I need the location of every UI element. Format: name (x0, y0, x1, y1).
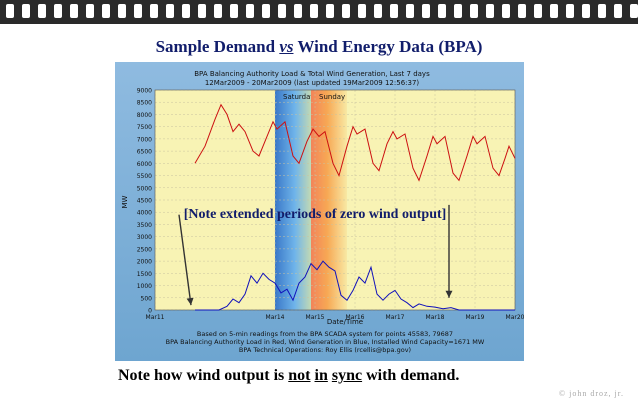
x-tick-label: Mar14 (266, 314, 285, 321)
footnote-2: BPA Balancing Authority Load in Red, Win… (166, 338, 485, 346)
binder-ring (326, 4, 334, 18)
y-tick-label: 2500 (137, 246, 152, 253)
slide-title: Sample Demand vs Wind Energy Data (BPA) (0, 37, 638, 57)
x-tick-label: Mar16 (346, 314, 365, 321)
binder-ring (550, 4, 558, 18)
plot-frame (154, 89, 516, 311)
y-tick-label: 7500 (137, 124, 152, 131)
binder-ring (86, 4, 94, 18)
binder-ring (54, 4, 62, 18)
binder-ring (182, 4, 190, 18)
y-tick-label: 4500 (137, 198, 152, 205)
binder-ring (230, 4, 238, 18)
y-tick-label: 8500 (137, 100, 152, 107)
bottom-note: Note how wind output is not in sync with… (118, 367, 459, 385)
binder-ring-bar (0, 0, 638, 24)
y-tick-label: 2000 (137, 259, 152, 266)
y-tick-label: 1500 (137, 271, 152, 278)
title-vs: vs (279, 37, 294, 56)
binder-ring (438, 4, 446, 18)
x-tick-label: Mar15 (306, 314, 325, 321)
binder-ring (166, 4, 174, 18)
note-word-sync: sync (331, 367, 363, 384)
y-tick-label: 5000 (137, 185, 152, 192)
binder-ring (310, 4, 318, 18)
annotation-arrowhead-1 (186, 297, 194, 306)
band-label-saturday: Saturday (283, 93, 315, 101)
band-label-sunday: Sunday (319, 93, 345, 101)
binder-ring (70, 4, 78, 18)
binder-ring (454, 4, 462, 18)
binder-ring (406, 4, 414, 18)
chart-title-line-1: BPA Balancing Authority Load & Total Win… (194, 70, 430, 78)
binder-ring (598, 4, 606, 18)
binder-ring (278, 4, 286, 18)
y-tick-label: 6500 (137, 149, 152, 156)
title-pre: Sample Demand (155, 37, 276, 56)
binder-ring (614, 4, 622, 18)
author-credit: © john droz, jr. (559, 389, 624, 398)
x-tick-label: Mar19 (466, 314, 485, 321)
x-axis-label: Date/Time (327, 318, 363, 326)
binder-ring (566, 4, 574, 18)
x-tick-label: Mar11 (146, 314, 165, 321)
note-part-2: with demand. (366, 367, 460, 384)
binder-ring (214, 4, 222, 18)
y-tick-label: 0 (148, 308, 152, 315)
chart-title-line-2: 12Mar2009 - 20Mar2009 (last updated 19Ma… (205, 79, 420, 87)
zero-wind-annotation: [Note extended periods of zero wind outp… (184, 207, 447, 222)
y-tick-label: 4000 (137, 210, 152, 217)
binder-ring (518, 4, 526, 18)
y-tick-label: 3000 (137, 234, 152, 241)
binder-ring (486, 4, 494, 18)
chart-figure: BPA Balancing Authority Load & Total Win… (115, 62, 524, 361)
binder-ring (502, 4, 510, 18)
binder-ring (198, 4, 206, 18)
x-tick-label: Mar18 (426, 314, 445, 321)
binder-ring (262, 4, 270, 18)
binder-ring (6, 4, 14, 18)
binder-ring (102, 4, 110, 18)
load-line (194, 103, 516, 182)
binder-ring (294, 4, 302, 18)
binder-ring (246, 4, 254, 18)
title-post: Wind Energy Data (BPA) (297, 37, 483, 56)
binder-ring (38, 4, 46, 18)
binder-ring (118, 4, 126, 18)
y-tick-label: 5500 (137, 173, 152, 180)
y-tick-label: 9000 (137, 88, 152, 95)
y-tick-label: 1000 (137, 283, 152, 290)
footnote-1: Based on 5-min readings from the BPA SCA… (197, 330, 453, 338)
annotation-arrow-1 (178, 214, 192, 306)
binder-ring (150, 4, 158, 18)
binder-ring (134, 4, 142, 18)
binder-ring (22, 4, 30, 18)
binder-ring (358, 4, 366, 18)
note-word-in: in (314, 367, 328, 384)
binder-ring (470, 4, 478, 18)
binder-ring (582, 4, 590, 18)
y-tick-label: 500 (141, 295, 153, 302)
wind-line (195, 260, 515, 311)
binder-ring (390, 4, 398, 18)
binder-ring (374, 4, 382, 18)
y-tick-label: 7000 (137, 136, 152, 143)
x-tick-label: Mar20 (506, 314, 524, 321)
y-axis-label: MW (121, 195, 129, 208)
y-tick-label: 6000 (137, 161, 152, 168)
note-word-not: not (288, 367, 311, 384)
binder-ring (422, 4, 430, 18)
note-part-1: Note how wind output is (118, 367, 285, 384)
y-tick-label: 8000 (137, 112, 152, 119)
binder-ring (630, 4, 638, 18)
y-tick-label: 3500 (137, 222, 152, 229)
binder-ring (342, 4, 350, 18)
binder-ring (534, 4, 542, 18)
x-tick-label: Mar17 (386, 314, 405, 321)
chart-svg: BPA Balancing Authority Load & Total Win… (115, 62, 524, 361)
footnote-3: BPA Technical Operations: Roy Ellis (rce… (239, 346, 411, 354)
annotation-arrowhead-2 (445, 290, 453, 298)
